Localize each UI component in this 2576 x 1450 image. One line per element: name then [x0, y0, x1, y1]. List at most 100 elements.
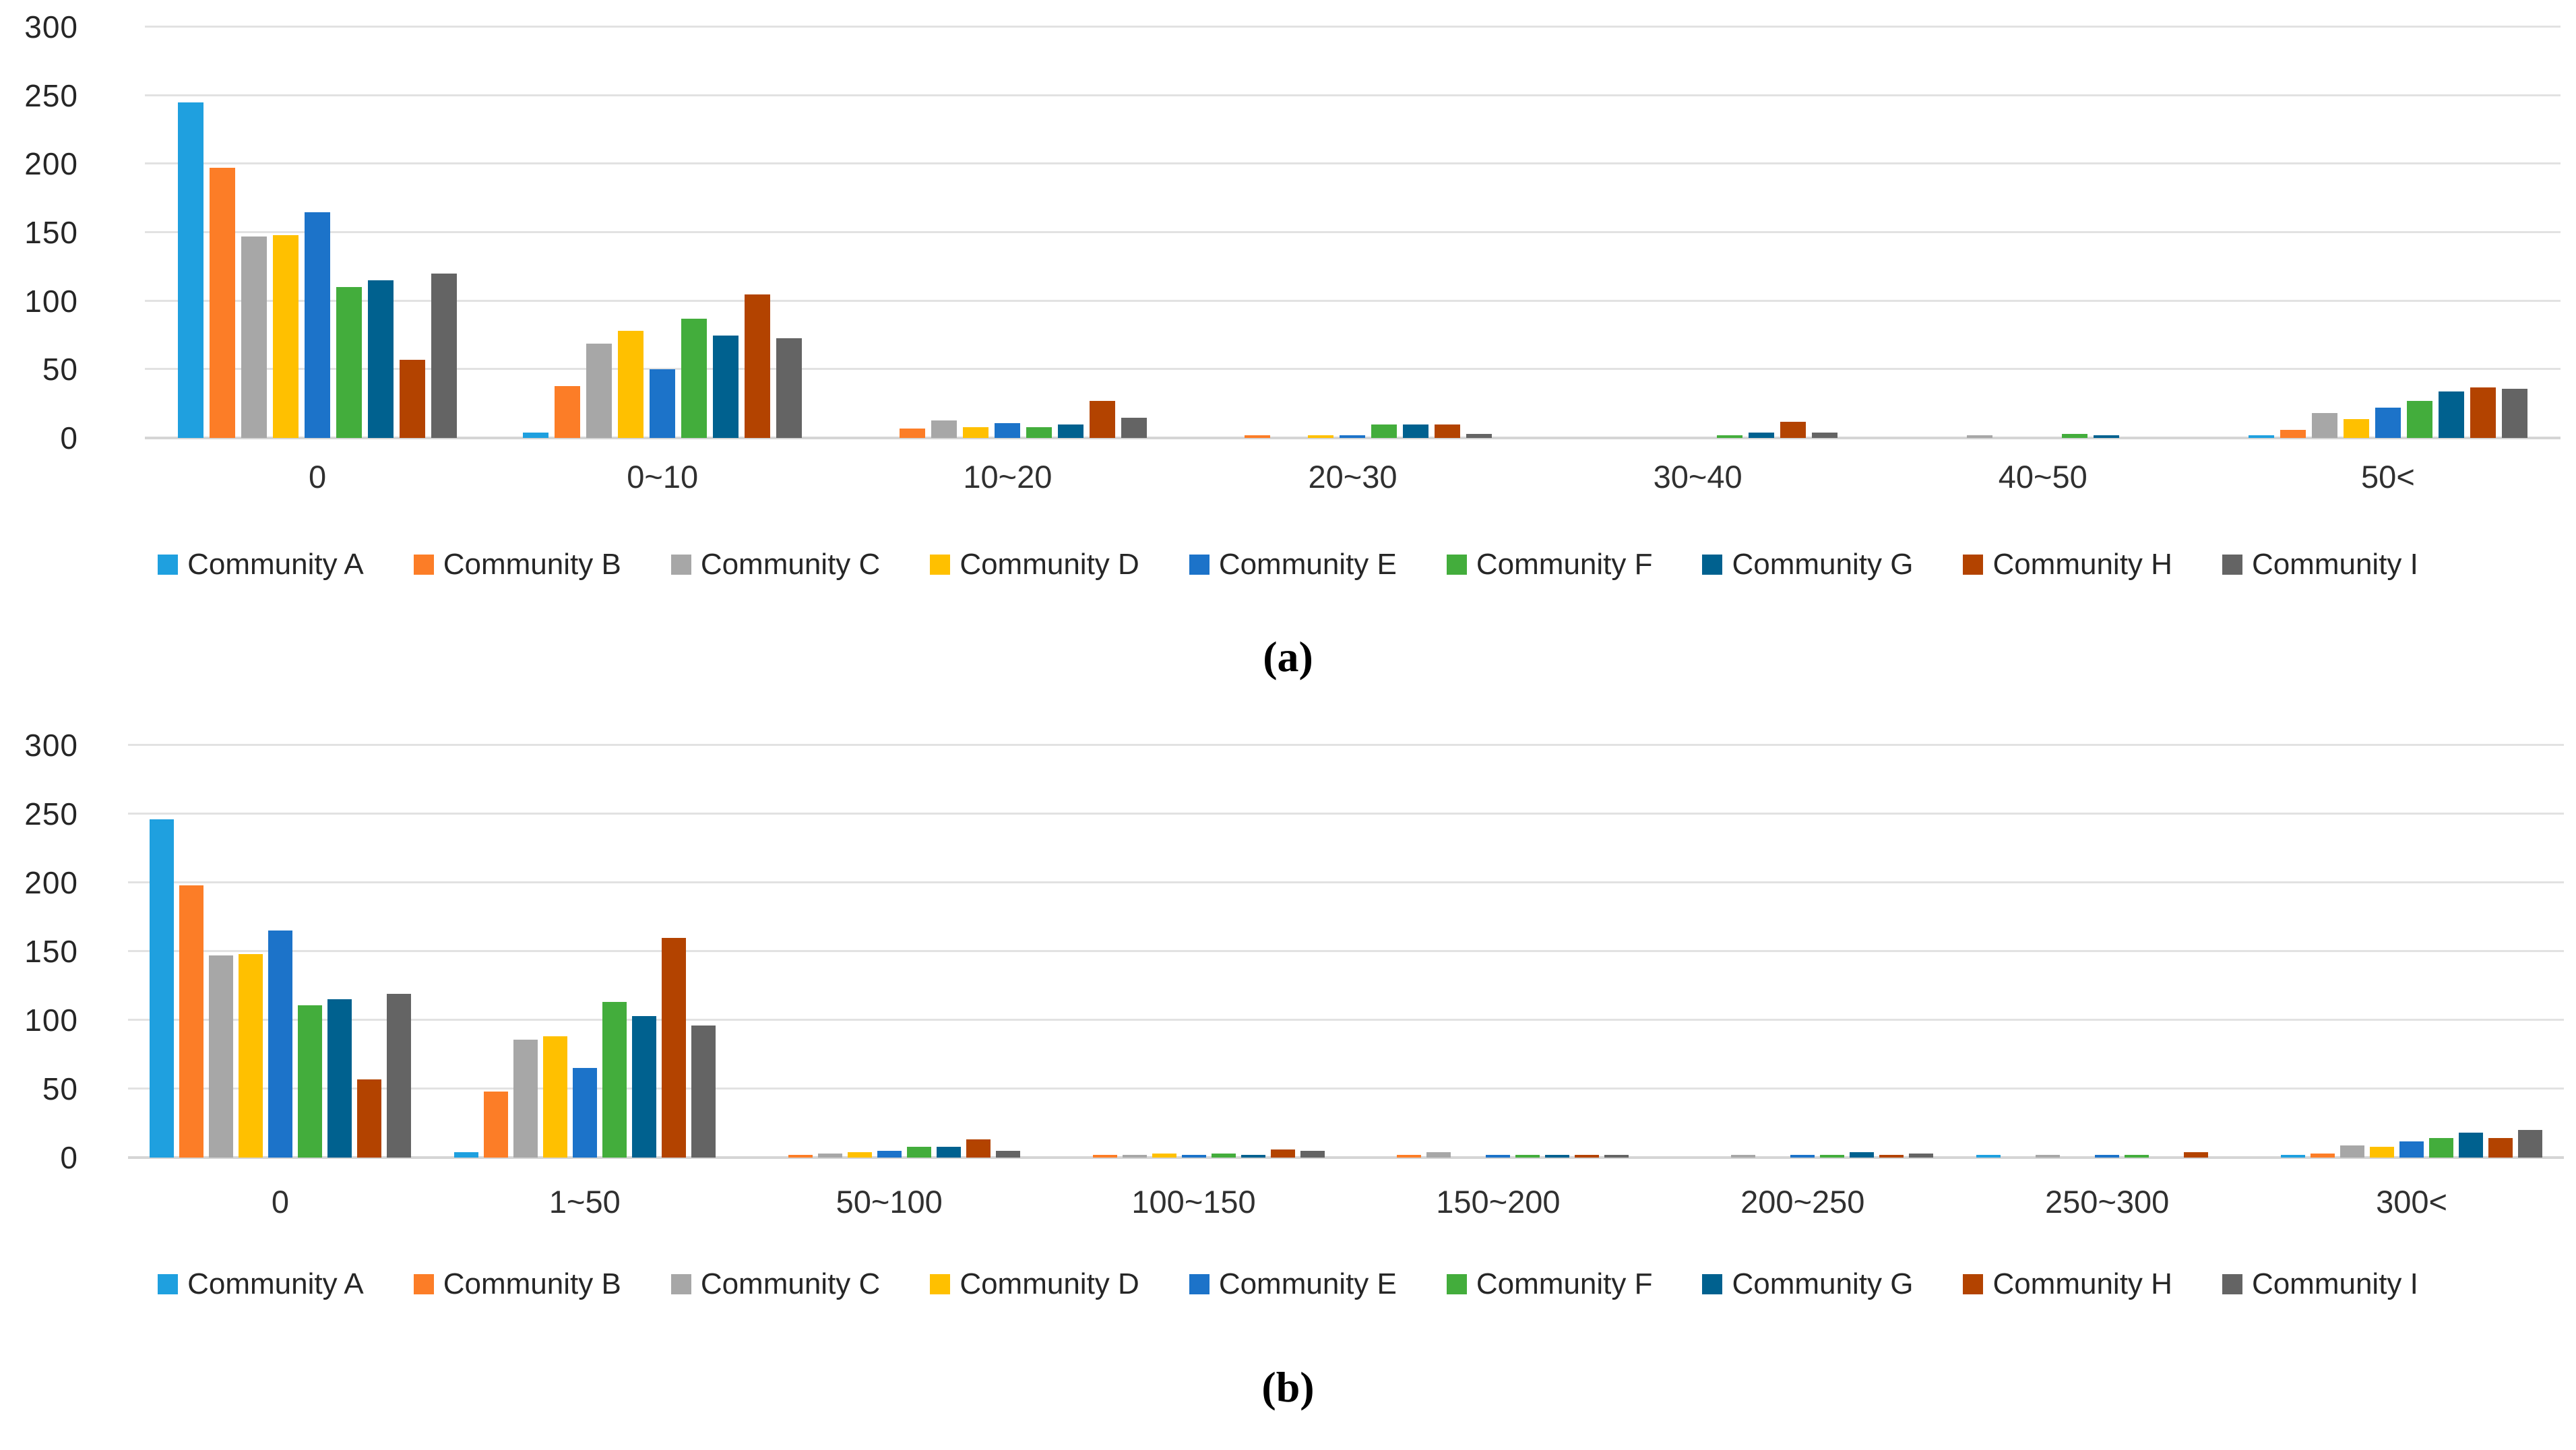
legend-item-community-b: Community B [413, 548, 621, 581]
y-tick-label: 300 [24, 9, 78, 44]
x-axis-b: 0 1~50 50~100 100~150 150~200 200~250 250~300 3… [128, 1182, 2564, 1229]
bar-community-g-50-100 [936, 1146, 961, 1158]
bar-community-h-50-100 [966, 1139, 991, 1158]
bar-community-c-100-150 [1122, 1154, 1147, 1158]
gridline [145, 299, 2561, 302]
bar-community-h-250-300 [2184, 1152, 2209, 1158]
bar-community-h-10-20 [1090, 401, 1116, 438]
y-axis-b: 300 250 200 150 100 50 0 [0, 730, 101, 1173]
bar-community-b-100-150 [1092, 1154, 1117, 1158]
bar-community-i-30-40 [1811, 432, 1837, 438]
y-tick-label: 0 [60, 420, 78, 455]
x-tick-label-300-: 300< [2376, 1184, 2447, 1220]
bar-community-i-50- [2501, 388, 2527, 438]
legend-item-community-c: Community C [670, 548, 881, 581]
bar-community-c-0-10 [586, 343, 612, 438]
bar-community-h-100-150 [1270, 1149, 1295, 1158]
bar-community-i-100-150 [1300, 1150, 1325, 1158]
legend-label: Community C [700, 548, 881, 581]
bar-community-g-0 [327, 999, 352, 1158]
bar-community-a-0 [149, 819, 174, 1158]
bar-community-c-0 [208, 955, 233, 1158]
legend-swatch-icon [158, 1274, 179, 1294]
chart-a: 300 250 200 150 100 50 0 0 0~10 10~20 20~30 30~40 4… [0, 0, 2576, 714]
bar-group-0 [128, 745, 433, 1158]
bar-community-a-300- [2281, 1154, 2306, 1158]
legend-label: Community A [187, 548, 364, 581]
legend-swatch-icon [1189, 555, 1210, 575]
bar-community-c-1-50 [513, 1039, 538, 1158]
y-tick-label: 150 [24, 934, 78, 969]
legend-label: Community F [1476, 1267, 1653, 1300]
bar-community-f-10-20 [1026, 427, 1053, 438]
gridline [145, 26, 2561, 28]
bar-group-300- [2259, 745, 2564, 1158]
legend-item-community-i: Community I [2222, 548, 2418, 581]
bar-community-c-300- [2340, 1145, 2365, 1158]
legend-item-community-h: Community H [1963, 548, 2172, 581]
bar-community-c-200-250 [1731, 1154, 1756, 1158]
legend-swatch-icon [1446, 555, 1467, 575]
bar-community-e-20-30 [1340, 435, 1366, 438]
x-tick-label-150-200: 150~200 [1436, 1184, 1561, 1220]
legend-swatch-icon [670, 1274, 691, 1294]
bar-community-g-10-20 [1058, 424, 1084, 438]
bar-community-b-0-10 [555, 385, 581, 438]
bar-community-d-20-30 [1308, 435, 1334, 438]
bar-community-a-50- [2248, 435, 2274, 438]
y-tick-label: 0 [60, 1140, 78, 1175]
bar-community-h-300- [2488, 1138, 2513, 1158]
bar-community-i-300- [2518, 1130, 2543, 1158]
x-axis-a: 0 0~10 10~20 20~30 30~40 40~50 50< [145, 457, 2561, 504]
y-tick-label: 250 [24, 796, 78, 831]
bar-group-10-20 [835, 27, 1180, 438]
y-tick-label: 50 [42, 1071, 78, 1106]
bar-community-f-50-100 [906, 1146, 931, 1158]
bar-groups-b [128, 745, 2564, 1158]
bar-group-1-50 [433, 745, 737, 1158]
plot-area-b [128, 744, 2564, 1159]
bar-community-b-300- [2311, 1153, 2335, 1158]
bar-community-h-50- [2470, 387, 2496, 438]
bar-community-g-0 [368, 280, 394, 438]
bar-community-f-0-10 [681, 319, 708, 438]
bar-community-f-150-200 [1515, 1154, 1540, 1158]
legend-label: Community G [1732, 1267, 1914, 1300]
legend-label: Community E [1218, 1267, 1397, 1300]
bar-community-h-200-250 [1879, 1154, 1904, 1158]
bar-community-b-20-30 [1245, 435, 1271, 438]
legend-label: Community D [960, 1267, 1139, 1300]
bar-community-f-250-300 [2125, 1154, 2149, 1158]
bar-community-c-0 [241, 237, 268, 438]
bar-community-f-40-50 [2061, 433, 2087, 438]
bar-community-a-250-300 [1976, 1154, 2001, 1158]
legend-label: Community H [1992, 1267, 2172, 1300]
bar-community-e-10-20 [995, 422, 1021, 438]
gridline [145, 231, 2561, 233]
bar-community-c-50-100 [817, 1153, 842, 1158]
bar-community-i-10-20 [1121, 417, 1148, 438]
bar-community-e-50- [2375, 408, 2401, 438]
y-tick-label: 250 [24, 77, 78, 113]
bar-community-f-50- [2406, 401, 2432, 438]
bar-community-f-30-40 [1716, 435, 1742, 438]
bar-community-i-50-100 [995, 1150, 1020, 1158]
x-tick-label-200-250: 200~250 [1740, 1184, 1865, 1220]
legend-swatch-icon [1963, 1274, 1984, 1294]
bar-community-h-30-40 [1780, 421, 1806, 438]
bar-community-f-0 [297, 1005, 322, 1158]
bar-community-f-100-150 [1211, 1153, 1236, 1158]
legend-item-community-e: Community E [1189, 1267, 1397, 1301]
y-tick-label: 300 [24, 728, 78, 763]
legend-label: Community E [1218, 548, 1397, 581]
bar-community-a-0 [178, 102, 204, 438]
bar-group-50-100 [737, 745, 1042, 1158]
bar-community-a-0-10 [523, 432, 549, 438]
y-tick-label: 150 [24, 215, 78, 250]
bar-community-g-150-200 [1545, 1154, 1570, 1158]
bar-community-d-0 [273, 235, 299, 438]
bar-groups-a [145, 27, 2561, 438]
legend-swatch-icon [413, 1274, 434, 1294]
bar-community-g-20-30 [1403, 424, 1429, 438]
gridline [128, 881, 2564, 884]
